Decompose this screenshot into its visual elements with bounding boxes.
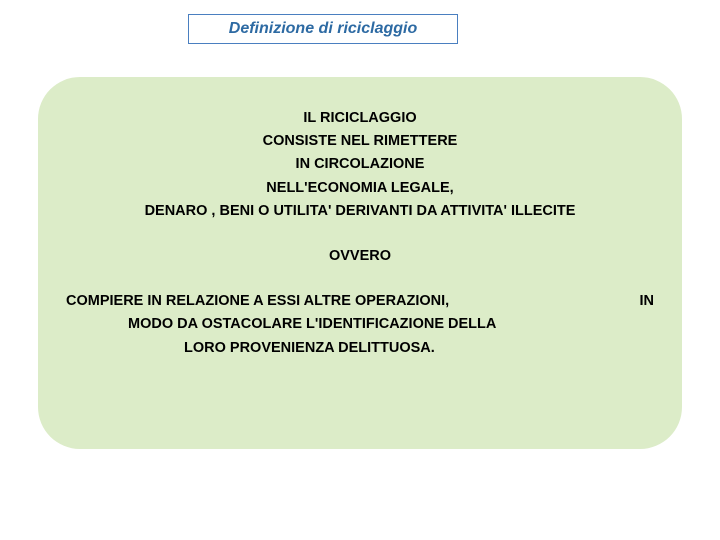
content-line-left: COMPIERE IN RELAZIONE A ESSI ALTRE OPERA…	[66, 290, 449, 313]
spacer	[66, 223, 654, 245]
spacer	[66, 268, 654, 290]
content-line: OVVERO	[66, 245, 654, 268]
content-line: DENARO , BENI O UTILITA' DERIVANTI DA AT…	[66, 200, 654, 223]
content-line-right: IN	[640, 290, 655, 313]
slide-title: Definizione di riciclaggio	[229, 20, 417, 38]
title-box: Definizione di riciclaggio	[188, 14, 458, 44]
content-line: MODO DA OSTACOLARE L'IDENTIFICAZIONE DEL…	[66, 313, 654, 336]
content-line-split: COMPIERE IN RELAZIONE A ESSI ALTRE OPERA…	[66, 290, 654, 313]
content-line: LORO PROVENIENZA DELITTUOSA.	[66, 337, 654, 360]
content-line: IN CIRCOLAZIONE	[66, 153, 654, 176]
content-line: NELL'ECONOMIA LEGALE,	[66, 177, 654, 200]
content-line: IL RICICLAGGIO	[66, 107, 654, 130]
content-panel: IL RICICLAGGIO CONSISTE NEL RIMETTERE IN…	[38, 77, 682, 449]
content-line: CONSISTE NEL RIMETTERE	[66, 130, 654, 153]
